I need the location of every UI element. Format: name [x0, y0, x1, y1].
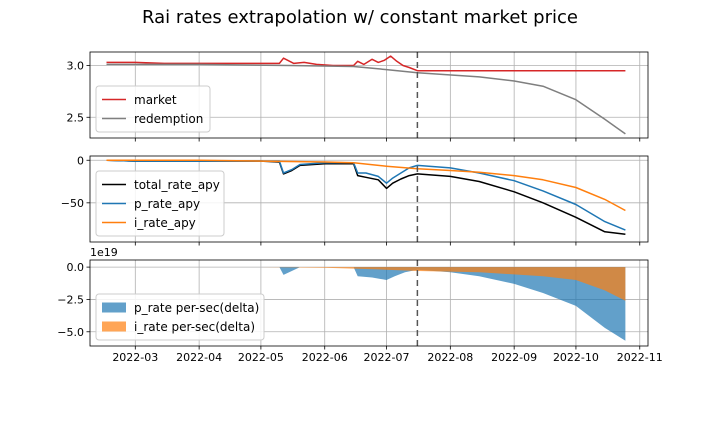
panel-1: 3.0 2.5 market redemption: [67, 51, 649, 142]
y-scale-label: 1e19: [90, 246, 118, 259]
x-tick-label: 2022-04: [176, 351, 222, 364]
x-tick-label: 2022-03: [112, 351, 158, 364]
x-tick-label: 2022-10: [553, 351, 599, 364]
axes-frame: [89, 51, 649, 139]
legend: market redemption: [95, 85, 211, 133]
axes-frame: [89, 155, 649, 243]
y-tick-label: −50: [61, 197, 84, 210]
legend-entry: redemption: [134, 112, 203, 126]
y-tick-label: −5.0: [57, 326, 84, 339]
x-tick-label: 2022-08: [427, 351, 473, 364]
y-tick-label: −2.5: [57, 293, 84, 306]
legend-entry: i_rate_apy: [134, 216, 196, 230]
legend-box: [95, 293, 265, 341]
x-tick-label: 2022-06: [302, 351, 348, 364]
y-tick-label: 0: [77, 154, 84, 167]
x-tick-label: 2022-09: [491, 351, 537, 364]
legend: p_rate per-sec(delta) i_rate per-sec(delt…: [95, 293, 265, 341]
x-tick-label: 2022-05: [238, 351, 284, 364]
x-tick-label: 2022-07: [364, 351, 410, 364]
axes-frame: [89, 259, 649, 347]
legend-entry: market: [134, 93, 177, 107]
x-tick-label: 2022-11: [617, 351, 663, 364]
line-series-2: [106, 63, 626, 135]
legend-swatch: [102, 321, 126, 332]
legend-entry: total_rate_apy: [134, 178, 220, 192]
legend-box: [95, 85, 211, 133]
y-tick-label: 2.5: [67, 111, 85, 124]
y-tick-label: 3.0: [67, 59, 85, 72]
panel-2: 0 −50 total_rate_apy p_rate_apy i_rate_apy: [61, 154, 649, 246]
legend: total_rate_apy p_rate_apy i_rate_apy: [95, 170, 225, 237]
y-tick-label: 0.0: [67, 261, 85, 274]
legend-entry: p_rate_apy: [134, 197, 200, 211]
legend-swatch: [102, 302, 126, 313]
legend-entry: p_rate per-sec(delta): [134, 301, 259, 315]
legend-box: [95, 170, 225, 237]
chart-title: Rai rates extrapolation w/ constant mark…: [142, 7, 578, 28]
area-series-2: [106, 267, 626, 301]
panel-3: 2022-03 2022-04 2022-05 2022-06 2022-07 2022-…: [57, 246, 662, 364]
line-series-1: [106, 55, 626, 72]
legend-entry: i_rate per-sec(delta): [134, 320, 255, 334]
